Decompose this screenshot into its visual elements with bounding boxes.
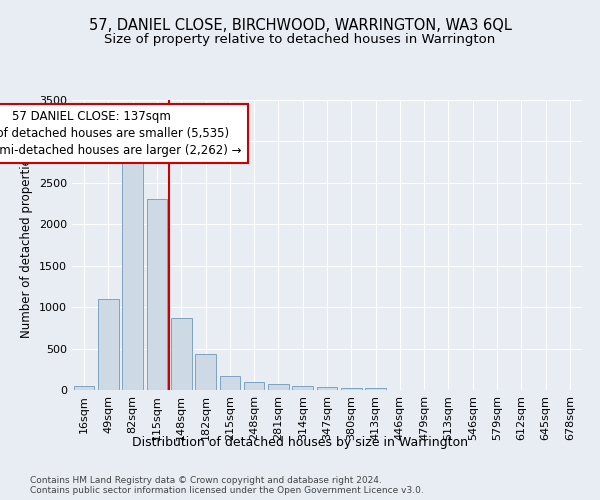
Text: 57 DANIEL CLOSE: 137sqm
← 71% of detached houses are smaller (5,535)
29% of semi: 57 DANIEL CLOSE: 137sqm ← 71% of detache… xyxy=(0,110,242,157)
Bar xyxy=(292,386,313,390)
Bar xyxy=(171,318,191,390)
Text: 57, DANIEL CLOSE, BIRCHWOOD, WARRINGTON, WA3 6QL: 57, DANIEL CLOSE, BIRCHWOOD, WARRINGTON,… xyxy=(89,18,511,32)
Bar xyxy=(220,376,240,390)
Bar xyxy=(244,382,265,390)
Bar xyxy=(195,354,216,390)
Bar xyxy=(341,388,362,390)
Bar xyxy=(146,200,167,390)
Text: Contains HM Land Registry data © Crown copyright and database right 2024.
Contai: Contains HM Land Registry data © Crown c… xyxy=(30,476,424,495)
Bar xyxy=(98,299,119,390)
Bar xyxy=(317,386,337,390)
Bar xyxy=(268,384,289,390)
Text: Distribution of detached houses by size in Warrington: Distribution of detached houses by size … xyxy=(132,436,468,449)
Y-axis label: Number of detached properties: Number of detached properties xyxy=(20,152,34,338)
Bar xyxy=(122,162,143,390)
Text: Size of property relative to detached houses in Warrington: Size of property relative to detached ho… xyxy=(104,32,496,46)
Bar xyxy=(365,388,386,390)
Bar xyxy=(74,386,94,390)
